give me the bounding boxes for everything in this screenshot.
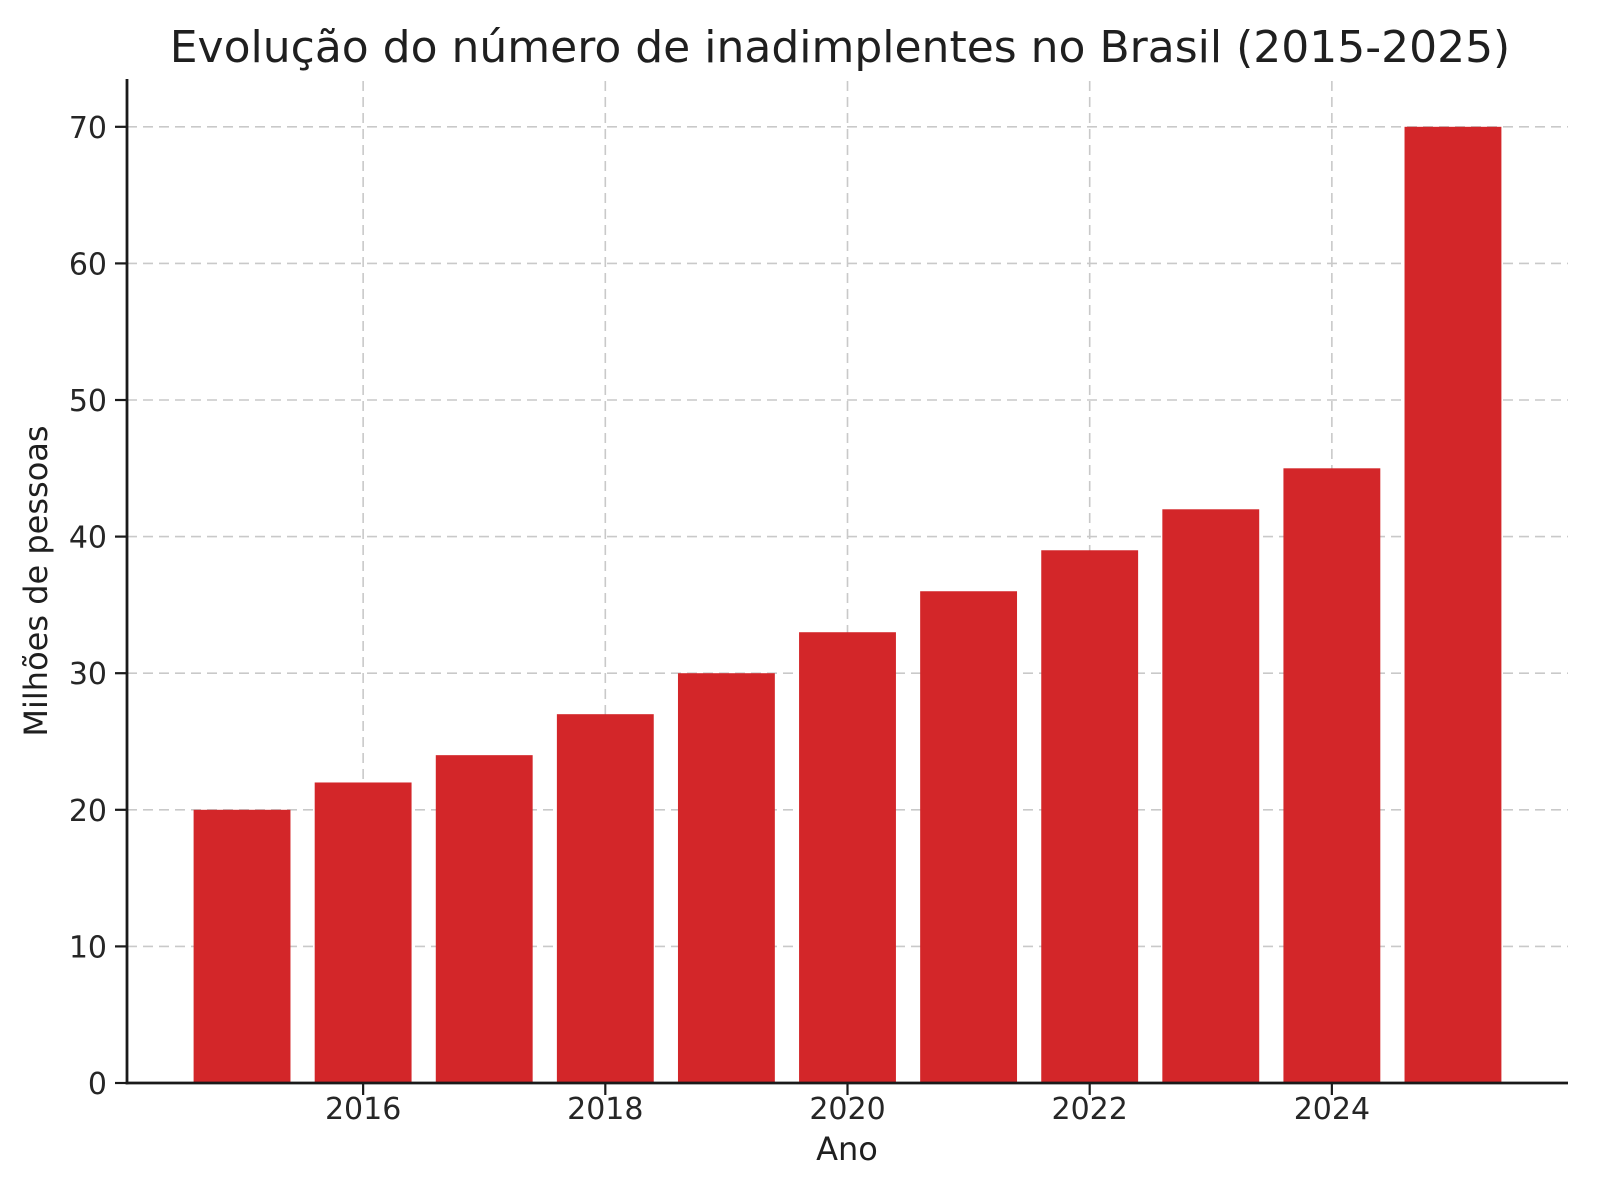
y-tick-label-70: 70 (69, 111, 107, 146)
x-tick-label-2022: 2022 (1052, 1092, 1128, 1127)
y-tick-label-50: 50 (69, 384, 107, 419)
x-axis-label: Ano (816, 1130, 878, 1168)
bar-2015 (193, 809, 291, 1083)
y-tick-label-60: 60 (69, 247, 107, 282)
bar-2016 (314, 782, 412, 1083)
tick-labels: 0 10 20 30 40 50 60 70 2016 2018 2020 2022 2024 (69, 111, 1370, 1127)
y-axis-label: Milhões de pessoas (17, 425, 55, 736)
bar-2019 (677, 673, 775, 1083)
y-tick-label-30: 30 (69, 657, 107, 692)
bar-2017 (435, 755, 533, 1083)
bar-2023 (1162, 509, 1260, 1083)
chart-title: Evolução do número de inadimplentes no B… (170, 22, 1510, 73)
bar-2022 (1041, 550, 1139, 1083)
x-tick-label-2024: 2024 (1294, 1092, 1370, 1127)
y-tick-label-20: 20 (69, 794, 107, 829)
x-tick-label-2018: 2018 (567, 1092, 643, 1127)
bars (193, 126, 1502, 1084)
y-tick-label-10: 10 (69, 930, 107, 965)
bar-2024 (1283, 468, 1381, 1083)
bar-2025 (1404, 126, 1502, 1084)
bar-2018 (556, 714, 654, 1083)
x-tick-label-2016: 2016 (325, 1092, 401, 1127)
bar-2021 (920, 591, 1018, 1083)
y-tick-label-0: 0 (88, 1067, 107, 1102)
y-tick-label-40: 40 (69, 521, 107, 556)
x-tick-label-2020: 2020 (809, 1092, 885, 1127)
bar-2020 (799, 632, 896, 1083)
axes (115, 79, 1568, 1095)
